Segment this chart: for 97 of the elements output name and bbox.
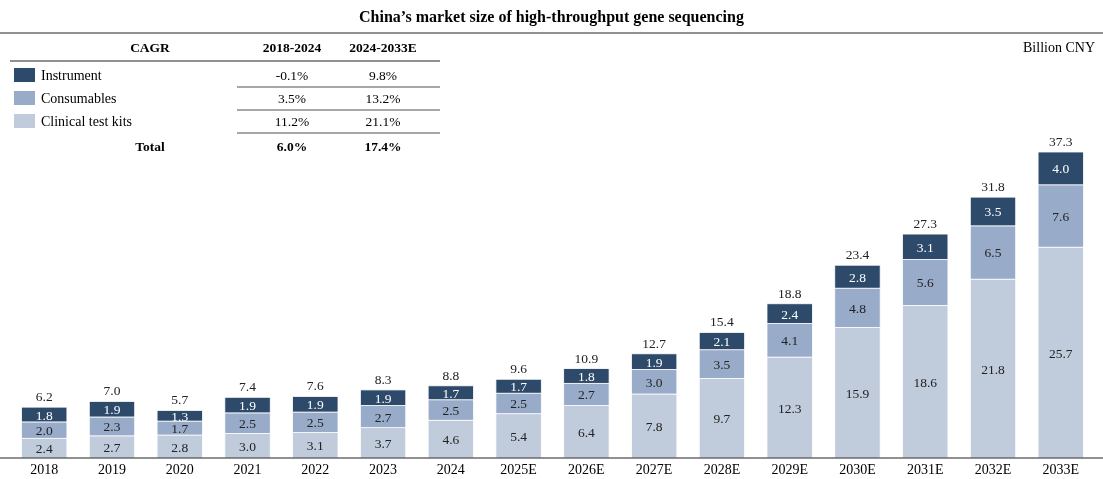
data-label: 3.7 (374, 435, 392, 451)
data-label: 2.7 (103, 439, 121, 455)
data-label: 1.3 (171, 408, 189, 424)
legend-label: Clinical test kits (41, 114, 132, 129)
data-label: 1.8 (35, 407, 53, 423)
x-tick-label: 2027E (635, 462, 673, 477)
text: 11.2% (274, 114, 310, 129)
total-label: 9.6 (510, 361, 528, 377)
annotation: 6.0% (276, 139, 308, 154)
data-label: 2.5 (442, 403, 460, 419)
text: CAGR (130, 40, 171, 55)
data-label: 2.7 (374, 409, 392, 425)
data-label: 2.3 (103, 419, 121, 435)
data-label: 4.8 (849, 300, 867, 316)
data-label: 2.5 (239, 416, 257, 432)
data-label: 2.1 (713, 334, 731, 350)
data-label: 3.1 (916, 239, 934, 255)
x-tick-label: 2020 (165, 462, 194, 477)
data-label: 1.7 (510, 379, 528, 395)
x-tick-label: 2024 (436, 462, 465, 477)
chart-title: China’s market size of high-throughput gene sequencing (359, 8, 744, 26)
x-tick-label: 2033E (1042, 462, 1080, 477)
data-label: 3.5 (984, 204, 1002, 220)
x-tick-label: 2021 (233, 462, 262, 477)
data-label: 25.7 (1048, 345, 1073, 361)
data-label: 4.6 (442, 432, 460, 448)
x-tick-label: 2031E (906, 462, 944, 477)
x-tick-label: 2026E (568, 462, 605, 477)
total-label: 8.3 (374, 371, 392, 387)
text: 3.5% (277, 91, 307, 106)
data-label: 12.3 (777, 400, 802, 416)
data-label: 2.8 (171, 439, 189, 455)
x-tick-label: 2019 (97, 462, 126, 477)
total-label: 6.2 (35, 389, 53, 405)
data-label: 18.6 (913, 374, 938, 390)
total-label: 15.4 (710, 314, 734, 330)
total-label: 18.8 (777, 285, 802, 301)
total-label: 37.3 (1048, 134, 1073, 149)
legend-label: Consumables (41, 91, 117, 106)
data-label: 1.9 (374, 390, 392, 406)
total-label: 7.0 (103, 383, 121, 399)
data-label: 5.4 (510, 428, 528, 444)
legend-label: Instrument (41, 68, 102, 83)
total-label: 7.6 (306, 378, 324, 394)
data-label: 3.1 (306, 438, 324, 454)
text: 2018-2024 (262, 40, 322, 55)
total-label: 31.8 (981, 179, 1006, 195)
text: 13.2% (365, 91, 401, 106)
text: 9.8% (368, 68, 398, 83)
total-label: 23.4 (845, 247, 870, 263)
x-tick-label: 2023 (369, 462, 398, 477)
text: -0.1% (275, 68, 309, 83)
x-tick-label: 2018 (30, 462, 59, 477)
text: 2024-2033E (349, 40, 417, 55)
data-label: 4.1 (781, 333, 799, 349)
total-label: 7.4 (239, 379, 257, 395)
x-tick-label: 2030E (839, 462, 876, 477)
data-label: 6.4 (577, 424, 596, 440)
total-label: 5.7 (171, 392, 189, 408)
annotation: Total (135, 139, 165, 154)
total-label: 27.3 (913, 216, 938, 232)
data-label: 9.7 (713, 411, 731, 427)
x-tick-label: 2022 (301, 462, 330, 477)
data-label: 4.0 (1052, 161, 1070, 177)
data-label: 1.9 (306, 397, 324, 413)
x-tick-label: 2025E (500, 462, 537, 477)
data-label: 1.8 (577, 368, 596, 384)
data-label: 15.9 (845, 385, 870, 401)
data-label: 3.0 (239, 438, 257, 454)
data-label: 2.7 (577, 387, 596, 403)
data-label: 7.6 (1052, 208, 1070, 224)
annotation: 17.4% (364, 139, 402, 154)
data-label: 1.9 (103, 402, 121, 418)
data-label: 21.8 (981, 361, 1006, 377)
data-label: 1.9 (239, 398, 257, 414)
text: 21.1% (365, 114, 401, 129)
total-label: 8.8 (442, 367, 460, 383)
total-label: 10.9 (574, 350, 599, 366)
x-tick-label: 2032E (974, 462, 1012, 477)
data-label: 2.4 (35, 441, 53, 457)
data-label: 6.5 (984, 245, 1002, 261)
data-label: 3.0 (645, 374, 663, 390)
data-label: 2.0 (35, 423, 53, 439)
data-label: 2.5 (306, 415, 324, 431)
data-label: 2.8 (849, 269, 867, 285)
data-label: 7.8 (645, 419, 663, 435)
total-label: 12.7 (642, 335, 667, 351)
data-label: 1.9 (645, 354, 663, 370)
data-label: 1.7 (171, 421, 189, 437)
x-tick-label: 2028E (703, 462, 741, 477)
text: Billion CNY (1023, 40, 1095, 55)
x-tick-label: 2029E (771, 462, 808, 477)
data-label: 5.6 (916, 275, 934, 291)
data-label: 3.5 (713, 357, 731, 373)
data-label: 1.7 (442, 385, 460, 401)
data-label: 2.5 (510, 396, 528, 412)
data-label: 2.4 (781, 306, 799, 322)
